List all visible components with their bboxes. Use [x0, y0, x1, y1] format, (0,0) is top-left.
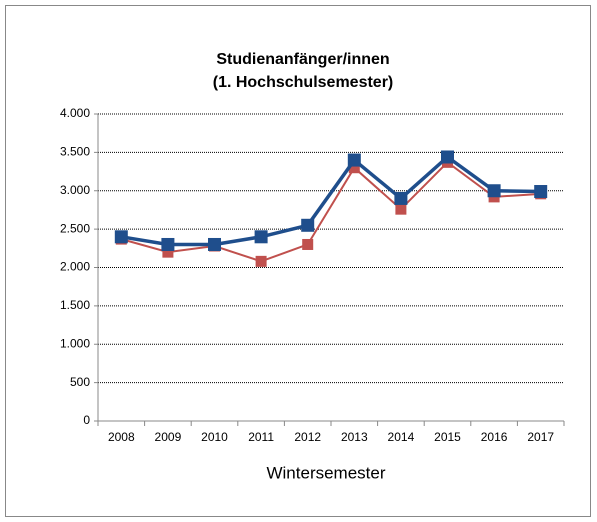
chart-border	[5, 5, 591, 517]
y-tick-label: 1.500	[60, 298, 90, 312]
point-marker	[208, 237, 221, 251]
point-marker	[114, 230, 128, 244]
series-line	[121, 161, 541, 263]
x-tick-label: 2010	[201, 430, 228, 444]
y-tick-label: 2.500	[60, 221, 90, 235]
y-tick-label: 2.000	[60, 260, 90, 274]
point-marker	[347, 153, 361, 167]
x-tick-label: 2011	[248, 430, 274, 444]
x-tick-label: 2015	[434, 430, 461, 444]
y-tick-label: 0	[83, 413, 90, 427]
x-tick-label: 2012	[294, 430, 321, 444]
x-tick-label: 2014	[388, 430, 415, 444]
chart-title: Studienanfänger/innen	[216, 51, 389, 68]
point-marker	[534, 185, 548, 199]
y-tick-label: 500	[70, 375, 90, 389]
y-tick-label: 4.000	[60, 106, 90, 120]
series-line	[121, 154, 541, 247]
x-tick-label: 2017	[527, 430, 554, 444]
point-marker	[348, 162, 360, 174]
y-tick-label: 3.000	[60, 183, 90, 197]
point-marker	[302, 238, 314, 250]
point-marker	[487, 184, 501, 198]
x-tick-label: 2013	[341, 430, 368, 444]
chart-title: (1. Hochschulsemester)	[213, 74, 394, 91]
point-marker	[255, 255, 267, 267]
point-marker	[162, 246, 174, 258]
x-axis-label: Wintersemester	[266, 463, 385, 482]
x-tick-label: 2008	[108, 430, 135, 444]
x-tick-label: 2009	[155, 430, 182, 444]
point-marker	[394, 191, 408, 205]
point-marker	[395, 203, 407, 215]
point-marker	[301, 218, 315, 232]
y-tick-label: 3.500	[60, 145, 90, 159]
point-marker	[161, 237, 175, 251]
x-tick-label: 2016	[481, 430, 508, 444]
y-tick-label: 1.000	[60, 336, 90, 350]
point-marker	[254, 230, 268, 244]
point-marker	[441, 150, 454, 164]
